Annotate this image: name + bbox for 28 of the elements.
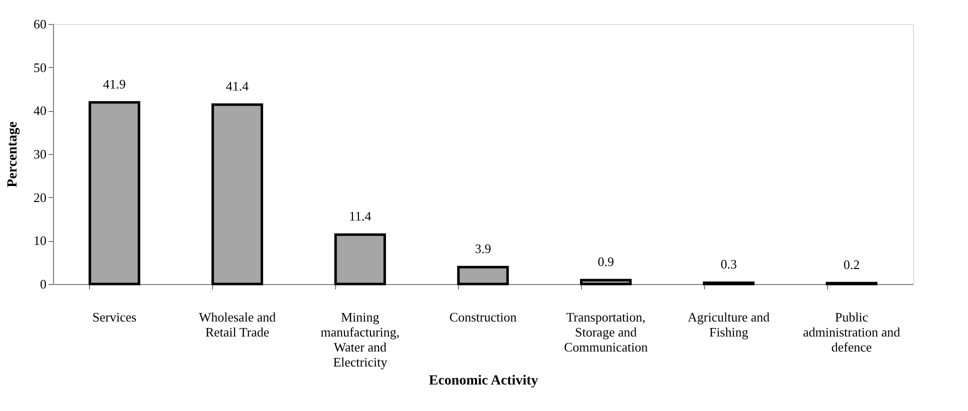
x-tick-label: Public administration and defence xyxy=(803,310,901,354)
y-tick-label: 10 xyxy=(34,233,46,248)
data-label: 0.3 xyxy=(720,256,737,272)
data-label: 41.9 xyxy=(103,76,126,92)
x-tick-label: Transportation, Storage and Communication xyxy=(564,310,648,354)
bar xyxy=(211,103,264,286)
x-tick-label: Services xyxy=(92,310,136,324)
x-tick-label: Construction xyxy=(449,310,518,324)
x-tick-label: Wholesale and Retail Trade xyxy=(198,310,276,340)
y-tick-label: 30 xyxy=(34,146,46,162)
data-label: 0.9 xyxy=(598,254,614,270)
data-label: 3.9 xyxy=(474,241,492,256)
bar xyxy=(334,233,386,286)
data-label: 11.4 xyxy=(349,208,372,224)
bar xyxy=(457,266,509,286)
y-tick-label: 40 xyxy=(34,103,46,118)
y-axis-title: Percentage xyxy=(6,122,20,188)
bar xyxy=(88,101,140,286)
data-label: 41.4 xyxy=(226,78,250,94)
y-tick-label: 20 xyxy=(34,190,46,205)
bar xyxy=(580,278,632,286)
y-tick-label: 50 xyxy=(34,60,46,75)
y-tick-label: 0 xyxy=(40,276,46,292)
x-tick-label: Agriculture and Fishing xyxy=(688,310,770,340)
data-label: 0.2 xyxy=(843,257,860,272)
x-tick-label: Mining manufacturing, Water and Electricity xyxy=(320,310,400,370)
y-tick-label: 60 xyxy=(34,16,46,32)
x-axis-title: Economic Activity xyxy=(428,374,538,388)
